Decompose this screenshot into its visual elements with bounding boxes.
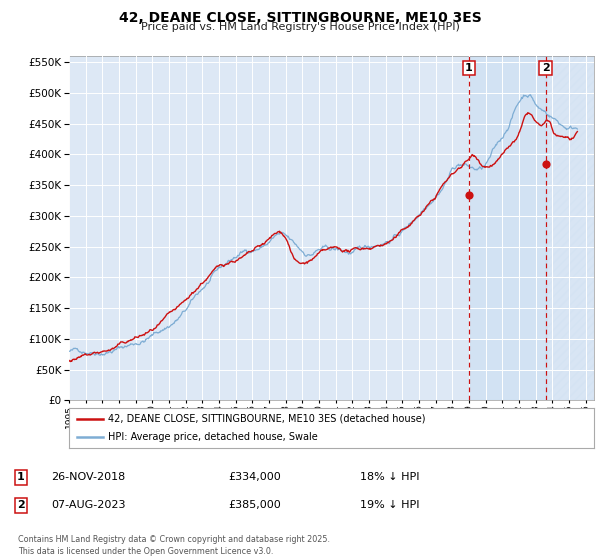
Text: £334,000: £334,000 bbox=[228, 472, 281, 482]
Text: 1: 1 bbox=[465, 63, 473, 73]
Point bbox=[541, 159, 550, 168]
Text: 42, DEANE CLOSE, SITTINGBOURNE, ME10 3ES (detached house): 42, DEANE CLOSE, SITTINGBOURNE, ME10 3ES… bbox=[109, 414, 426, 423]
Text: 1: 1 bbox=[17, 472, 25, 482]
Text: 2: 2 bbox=[542, 63, 550, 73]
Text: 18% ↓ HPI: 18% ↓ HPI bbox=[360, 472, 419, 482]
Point bbox=[464, 190, 474, 199]
Text: HPI: Average price, detached house, Swale: HPI: Average price, detached house, Swal… bbox=[109, 432, 318, 442]
Text: Price paid vs. HM Land Registry's House Price Index (HPI): Price paid vs. HM Land Registry's House … bbox=[140, 22, 460, 32]
Text: £385,000: £385,000 bbox=[228, 500, 281, 510]
Text: 42, DEANE CLOSE, SITTINGBOURNE, ME10 3ES: 42, DEANE CLOSE, SITTINGBOURNE, ME10 3ES bbox=[119, 11, 481, 25]
Text: Contains HM Land Registry data © Crown copyright and database right 2025.
This d: Contains HM Land Registry data © Crown c… bbox=[18, 535, 330, 556]
Text: 26-NOV-2018: 26-NOV-2018 bbox=[51, 472, 125, 482]
Text: 19% ↓ HPI: 19% ↓ HPI bbox=[360, 500, 419, 510]
Bar bbox=[545, 56, 594, 400]
Text: 2: 2 bbox=[17, 500, 25, 510]
Text: 07-AUG-2023: 07-AUG-2023 bbox=[51, 500, 125, 510]
Bar bbox=[469, 56, 545, 400]
